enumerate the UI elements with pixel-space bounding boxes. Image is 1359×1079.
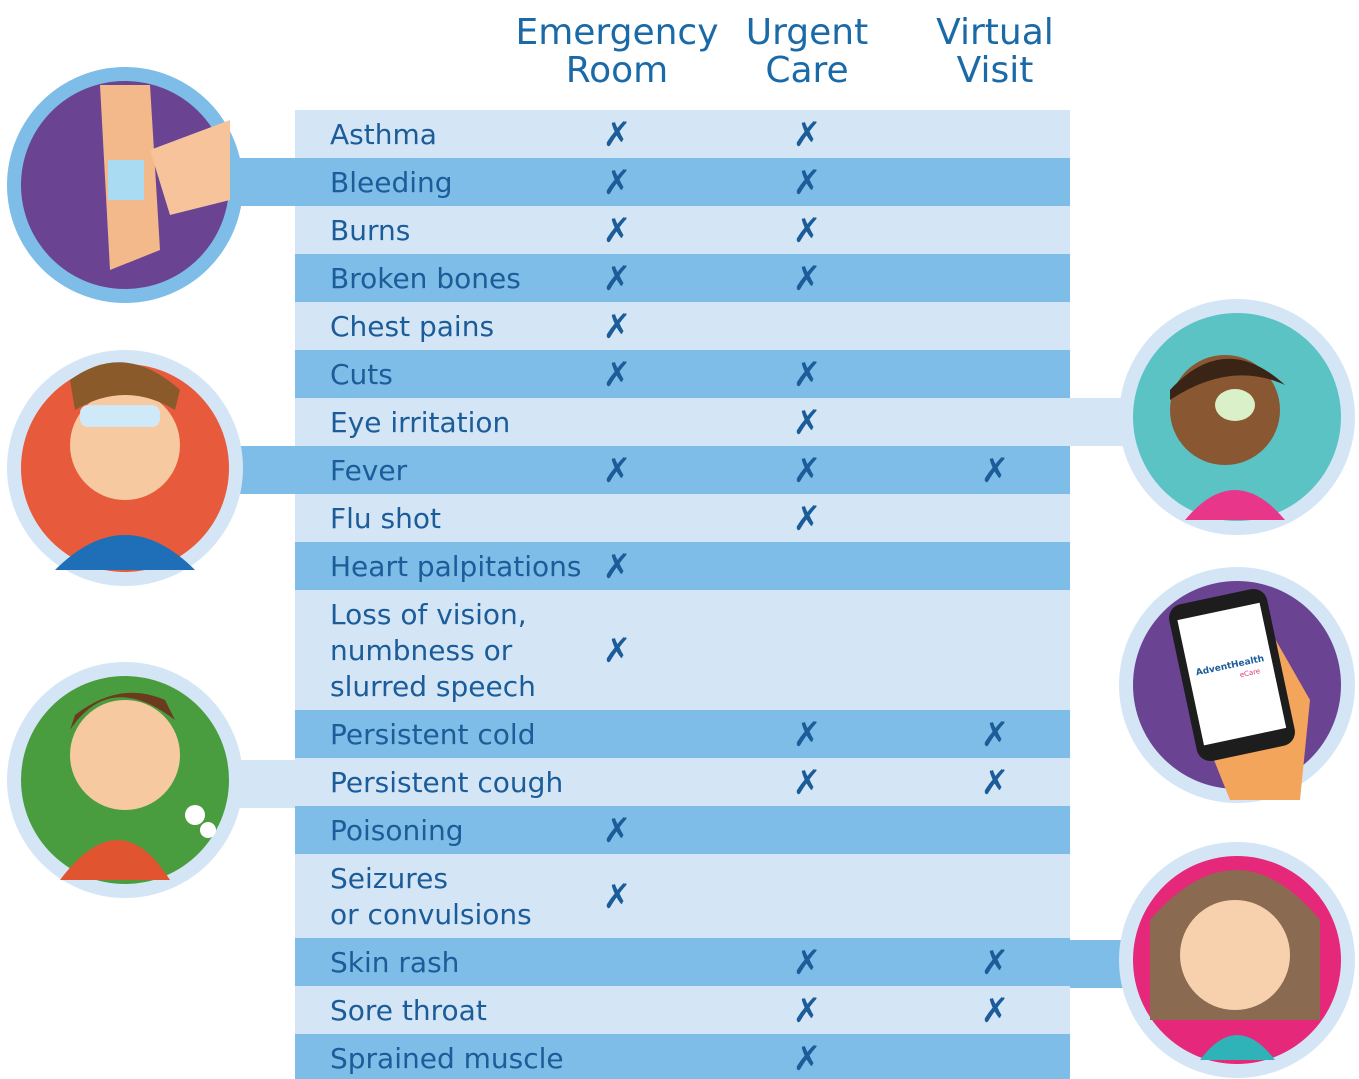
condition: Skin rash	[330, 946, 459, 979]
check-mark: ✗	[981, 715, 1010, 755]
check-mark: ✗	[793, 499, 822, 539]
check-mark: ✗	[603, 115, 632, 155]
check-mark: ✗	[793, 211, 822, 251]
column-header: Care	[765, 50, 848, 91]
condition: Loss of vision,	[330, 598, 527, 631]
check-mark: ✗	[603, 259, 632, 299]
table: Asthma ✗ ✗ Bleeding ✗ ✗ Burns ✗ ✗ Broken bones ✗ ✗ C…	[295, 110, 1070, 1079]
condition: Poisoning	[330, 814, 464, 847]
table-row	[295, 854, 1070, 938]
table-row	[295, 1034, 1070, 1079]
table-row	[295, 398, 1070, 446]
check-mark: ✗	[793, 259, 822, 299]
illustration-phone: AdventHealth eCare	[1119, 567, 1355, 803]
check-mark: ✗	[603, 163, 632, 203]
check-mark: ✗	[603, 631, 632, 671]
check-mark: ✗	[793, 1039, 822, 1079]
check-mark: ✗	[793, 991, 822, 1031]
condition: Bleeding	[330, 166, 453, 199]
table-row	[295, 158, 1070, 206]
check-mark: ✗	[793, 715, 822, 755]
illustration-rash	[1119, 842, 1355, 1078]
check-mark: ✗	[793, 115, 822, 155]
table-row	[295, 254, 1070, 302]
condition: Persistent cold	[330, 718, 536, 751]
check-mark: ✗	[603, 877, 632, 917]
condition: Heart palpitations	[330, 550, 581, 583]
check-mark: ✗	[793, 403, 822, 443]
check-mark: ✗	[793, 163, 822, 203]
check-mark: ✗	[603, 811, 632, 851]
check-mark: ✗	[793, 451, 822, 491]
illustration-foot	[7, 67, 243, 303]
check-mark: ✗	[603, 307, 632, 347]
table-row	[295, 710, 1070, 758]
condition: Fever	[330, 454, 408, 487]
check-mark: ✗	[981, 991, 1010, 1031]
condition: Chest pains	[330, 310, 494, 343]
check-mark: ✗	[981, 943, 1010, 983]
check-mark: ✗	[603, 547, 632, 587]
check-mark: ✗	[603, 355, 632, 395]
condition: Flu shot	[330, 502, 441, 535]
condition: Cuts	[330, 358, 393, 391]
table-row	[295, 590, 1070, 710]
illustration-eye	[1119, 299, 1355, 535]
table-row	[295, 542, 1070, 590]
table-row	[295, 494, 1070, 542]
check-mark: ✗	[603, 211, 632, 251]
table-row	[295, 206, 1070, 254]
condition: or convulsions	[330, 898, 532, 931]
condition: numbness or	[330, 634, 513, 667]
column-header: Visit	[957, 50, 1034, 91]
table-row	[295, 986, 1070, 1034]
table-row	[295, 758, 1070, 806]
table-row	[295, 350, 1070, 398]
condition: Seizures	[330, 862, 448, 895]
table-row	[295, 110, 1070, 158]
condition: Eye irritation	[330, 406, 510, 439]
column-header: Urgent	[746, 12, 868, 53]
column-header: Emergency	[515, 12, 718, 53]
condition: Sprained muscle	[330, 1042, 564, 1075]
condition: Broken bones	[330, 262, 521, 295]
table-row	[295, 938, 1070, 986]
table-row	[295, 446, 1070, 494]
condition: Burns	[330, 214, 410, 247]
condition: Asthma	[330, 118, 437, 151]
column-header: Virtual	[936, 12, 1054, 53]
check-mark: ✗	[793, 943, 822, 983]
check-mark: ✗	[793, 763, 822, 803]
condition: Sore throat	[330, 994, 487, 1027]
condition: Persistent cough	[330, 766, 563, 799]
illustration-fever	[7, 350, 243, 586]
illustration-sneeze	[7, 662, 243, 898]
column-header: Room	[566, 50, 669, 91]
check-mark: ✗	[603, 451, 632, 491]
table-row	[295, 806, 1070, 854]
table-row	[295, 302, 1070, 350]
check-mark: ✗	[981, 763, 1010, 803]
check-mark: ✗	[981, 451, 1010, 491]
condition: slurred speech	[330, 670, 536, 703]
check-mark: ✗	[793, 355, 822, 395]
